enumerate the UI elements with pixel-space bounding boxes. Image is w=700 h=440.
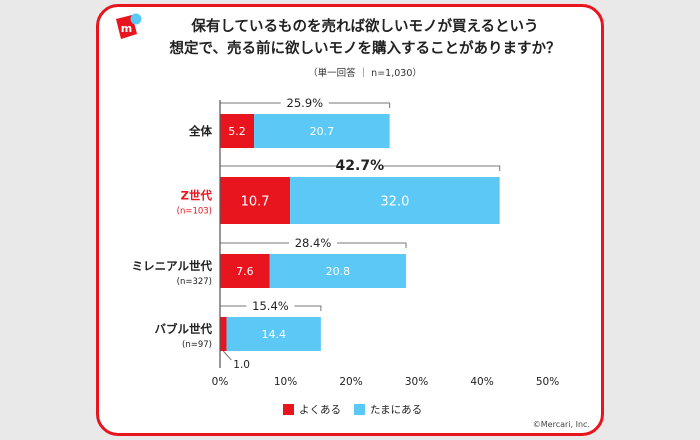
category-label: 全体: [188, 124, 212, 138]
value-label-sometimes: 20.7: [310, 125, 335, 138]
category-sublabel: (n=103): [177, 207, 212, 217]
value-label-sometimes: 14.4: [261, 328, 286, 341]
bar-sometimes: [290, 177, 500, 224]
x-tick-label: 0%: [212, 376, 229, 388]
x-tick-label: 30%: [405, 376, 428, 388]
value-label-sometimes: 32.0: [380, 194, 409, 209]
total-label: 42.7%: [336, 158, 385, 174]
svg-text:m: m: [121, 22, 132, 35]
chart-title: 保有しているものを売れば欲しいモノが買えるという 想定で、売る前に欲しいモノを購…: [150, 16, 580, 60]
bar-often: [220, 114, 255, 148]
value-label-often: 5.2: [228, 125, 246, 138]
total-label-bg: [335, 158, 384, 172]
category-sublabel: (n=327): [177, 277, 212, 287]
total-label-bg: [280, 95, 329, 109]
x-tick-label: 40%: [470, 376, 493, 388]
legend-label-sometimes: たまにある: [370, 404, 423, 416]
legend-swatch-sometimes: [354, 404, 365, 415]
value-label-sometimes: 20.8: [326, 265, 351, 278]
bar-sometimes: [226, 317, 321, 351]
bar-sometimes: [254, 114, 390, 148]
bar-sometimes: [269, 254, 407, 288]
total-label-bg: [246, 298, 295, 312]
category-label: ミレニアル世代: [132, 259, 213, 273]
category-label: Z世代: [181, 189, 213, 203]
value-label-often: 10.7: [241, 194, 270, 209]
value-label-often: 1.0: [233, 359, 250, 371]
total-label: 25.9%: [287, 96, 324, 110]
chart-title-line: 保有しているものを売れば欲しいモノが買えるという: [191, 19, 539, 35]
copyright: ©Mercari, Inc.: [532, 420, 590, 429]
legend-item-often: よくある: [283, 402, 341, 417]
legend-swatch-often: [283, 404, 294, 415]
legend-item-sometimes: たまにある: [354, 402, 422, 417]
mercari-logo-icon: m: [116, 13, 142, 39]
bar-often: [220, 177, 291, 224]
total-label-bg: [289, 235, 338, 249]
total-label: 15.4%: [252, 299, 289, 313]
x-tick-label: 20%: [339, 376, 362, 388]
x-tick-label: 50%: [536, 376, 559, 388]
category-sublabel: (n=97): [182, 340, 212, 350]
category-label: バブル世代: [155, 322, 213, 336]
bar-often: [220, 254, 270, 288]
legend-label-often: よくある: [299, 404, 341, 416]
chart-title-line: 想定で、売る前に欲しいモノを購入することがありますか？: [169, 41, 561, 57]
x-tick-label: 10%: [274, 376, 297, 388]
value-leader-line: [222, 350, 232, 361]
bar-often: [220, 317, 227, 351]
total-label: 28.4%: [295, 236, 332, 250]
value-label-often: 7.6: [236, 265, 254, 278]
chart-subtitle: （単一回答 ｜ n=1,030）: [308, 68, 422, 79]
